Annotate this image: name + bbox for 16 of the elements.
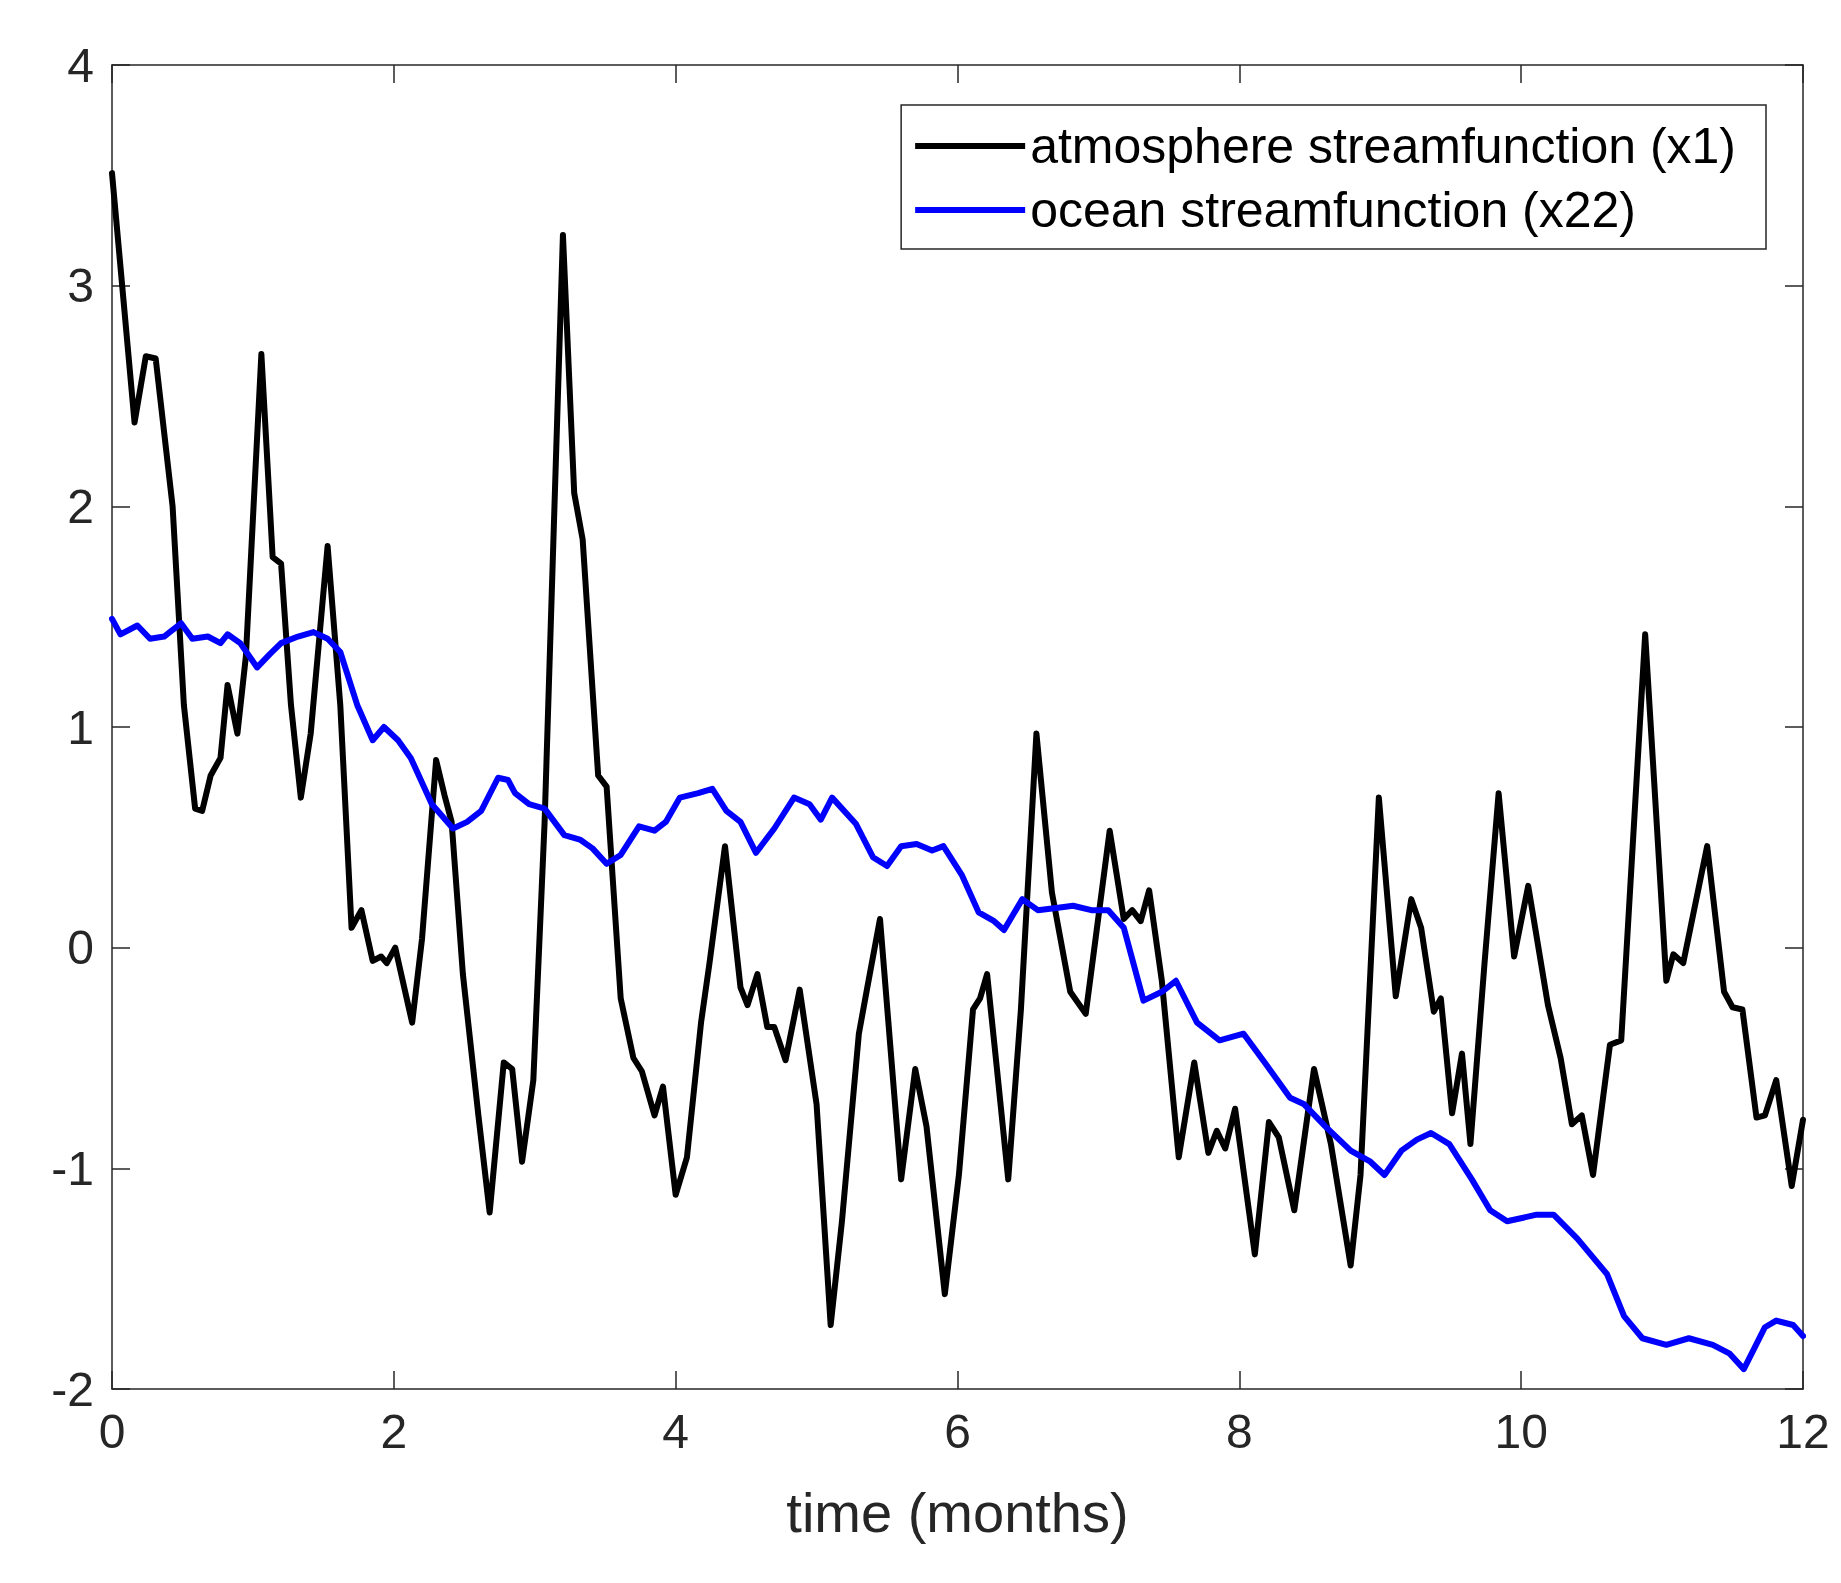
legend-label: ocean streamfunction (x22): [1030, 182, 1636, 238]
x-tick-label: 12: [1776, 1404, 1830, 1458]
y-tick-label: -1: [51, 1141, 94, 1195]
y-tick-label: 2: [67, 479, 94, 533]
x-tick-label: 8: [1225, 1404, 1253, 1458]
y-tick-label: 0: [67, 921, 94, 975]
x-tick-label: 2: [380, 1404, 408, 1458]
x-axis-title: time (months): [786, 1480, 1129, 1544]
y-tick-label: 1: [67, 700, 94, 754]
x-tick-label: 6: [944, 1404, 971, 1458]
y-tick-label: 4: [67, 38, 94, 92]
x-tick-label: 10: [1494, 1404, 1548, 1458]
y-tick-label: 3: [67, 259, 94, 313]
y-tick-label: -2: [51, 1362, 94, 1416]
x-tick-label: 4: [662, 1404, 690, 1458]
legend-label: atmosphere streamfunction (x1): [1030, 118, 1736, 174]
